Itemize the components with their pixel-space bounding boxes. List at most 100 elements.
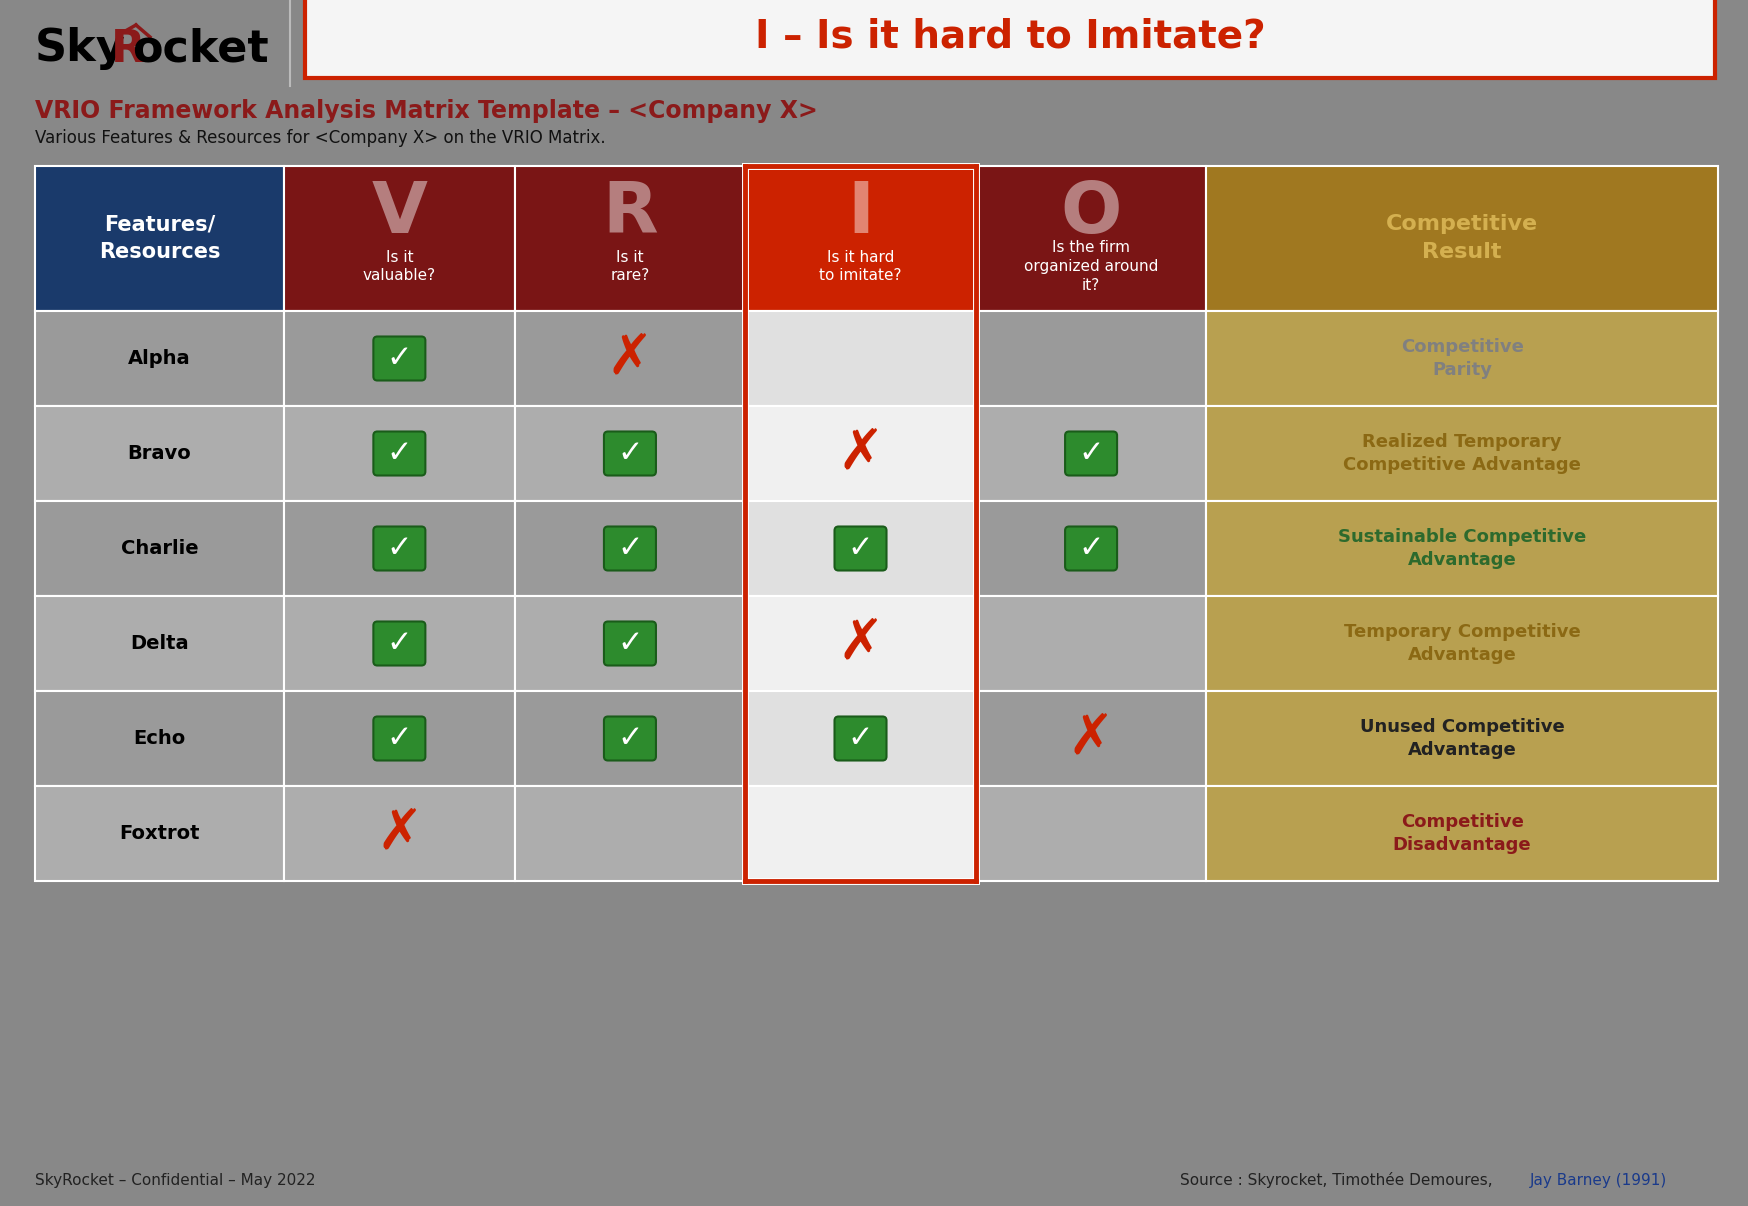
FancyBboxPatch shape — [834, 716, 886, 761]
Bar — [975, 406, 1206, 500]
Bar — [975, 786, 1206, 882]
Bar — [1206, 311, 1718, 406]
Bar — [1206, 166, 1718, 311]
FancyBboxPatch shape — [374, 432, 425, 475]
Bar — [975, 311, 1206, 406]
Text: Sustainable Competitive
Advantage: Sustainable Competitive Advantage — [1337, 528, 1585, 568]
Text: ✓: ✓ — [386, 534, 413, 563]
Text: Features/
Resources: Features/ Resources — [100, 215, 220, 263]
Text: R: R — [112, 28, 145, 70]
Bar — [975, 691, 1206, 786]
Text: ✗: ✗ — [837, 427, 884, 480]
Text: Unused Competitive
Advantage: Unused Competitive Advantage — [1360, 719, 1564, 759]
Text: I – Is it hard to Imitate?: I – Is it hard to Imitate? — [755, 18, 1266, 55]
Text: Charlie: Charlie — [121, 539, 198, 558]
Bar — [35, 406, 285, 500]
Bar — [285, 311, 514, 406]
Text: Temporary Competitive
Advantage: Temporary Competitive Advantage — [1344, 624, 1580, 663]
Bar — [285, 166, 514, 311]
Text: Competitive
Disadvantage: Competitive Disadvantage — [1393, 813, 1531, 854]
Bar — [35, 691, 285, 786]
FancyBboxPatch shape — [605, 716, 656, 761]
Text: ✓: ✓ — [617, 534, 643, 563]
Text: Competitive
Result: Competitive Result — [1386, 215, 1538, 263]
FancyBboxPatch shape — [605, 432, 656, 475]
Text: ✓: ✓ — [386, 439, 413, 468]
Text: Various Features & Resources for <Company X> on the VRIO Matrix.: Various Features & Resources for <Compan… — [35, 129, 605, 147]
Text: VRIO Framework Analysis Matrix Template – <Company X>: VRIO Framework Analysis Matrix Template … — [35, 99, 818, 123]
Text: Alpha: Alpha — [128, 349, 191, 368]
Bar — [745, 500, 975, 596]
Bar — [285, 500, 514, 596]
FancyBboxPatch shape — [374, 621, 425, 666]
Bar — [975, 166, 1206, 311]
Text: Source : Skyrocket, Timothée Demoures,: Source : Skyrocket, Timothée Demoures, — [1180, 1172, 1502, 1188]
Bar — [1206, 691, 1718, 786]
Text: ✓: ✓ — [848, 724, 874, 753]
Bar — [514, 596, 745, 691]
Bar — [35, 596, 285, 691]
Text: O: O — [1061, 178, 1122, 248]
Text: R: R — [601, 178, 657, 248]
Bar — [285, 786, 514, 882]
FancyBboxPatch shape — [1065, 527, 1117, 570]
Text: Is it hard
to imitate?: Is it hard to imitate? — [820, 250, 902, 283]
Text: ✗: ✗ — [376, 807, 423, 861]
Text: Foxtrot: Foxtrot — [119, 824, 199, 843]
Bar — [304, 0, 1715, 78]
Text: Is it
rare?: Is it rare? — [610, 250, 650, 283]
Bar — [745, 311, 975, 406]
FancyBboxPatch shape — [374, 336, 425, 381]
Text: ✓: ✓ — [617, 439, 643, 468]
Text: ✓: ✓ — [386, 344, 413, 373]
Bar — [514, 166, 745, 311]
Bar — [745, 166, 975, 311]
Text: I: I — [848, 178, 874, 248]
Text: Sky: Sky — [35, 28, 126, 70]
Bar — [745, 166, 975, 882]
Bar — [1206, 596, 1718, 691]
Text: ✓: ✓ — [386, 630, 413, 658]
Text: V: V — [371, 178, 427, 248]
Bar — [1206, 406, 1718, 500]
Bar — [35, 166, 285, 311]
Bar — [35, 500, 285, 596]
Text: ✓: ✓ — [1079, 439, 1103, 468]
Bar — [514, 786, 745, 882]
Bar — [745, 786, 975, 882]
Bar — [1206, 500, 1718, 596]
FancyBboxPatch shape — [374, 527, 425, 570]
Text: SkyRocket – Confidential – May 2022: SkyRocket – Confidential – May 2022 — [35, 1173, 315, 1188]
Text: Competitive
Parity: Competitive Parity — [1400, 339, 1524, 379]
Bar — [285, 691, 514, 786]
Bar — [514, 500, 745, 596]
FancyBboxPatch shape — [605, 527, 656, 570]
Bar — [514, 406, 745, 500]
Bar — [975, 500, 1206, 596]
Text: Is it
valuable?: Is it valuable? — [364, 250, 435, 283]
Text: Realized Temporary
Competitive Advantage: Realized Temporary Competitive Advantage — [1342, 433, 1582, 474]
Text: ✓: ✓ — [617, 630, 643, 658]
Text: ✓: ✓ — [848, 534, 874, 563]
Text: Echo: Echo — [133, 728, 185, 748]
Bar — [514, 311, 745, 406]
Text: Bravo: Bravo — [128, 444, 192, 463]
Bar — [1206, 786, 1718, 882]
FancyBboxPatch shape — [374, 716, 425, 761]
FancyBboxPatch shape — [1065, 432, 1117, 475]
Bar — [285, 596, 514, 691]
Text: Delta: Delta — [131, 634, 189, 652]
Bar — [35, 311, 285, 406]
Text: Is the firm
organized around
it?: Is the firm organized around it? — [1024, 240, 1159, 293]
Bar — [285, 406, 514, 500]
Bar — [745, 406, 975, 500]
Bar — [745, 596, 975, 691]
Bar — [514, 691, 745, 786]
Text: ✗: ✗ — [837, 616, 884, 671]
FancyBboxPatch shape — [605, 621, 656, 666]
Text: ✗: ✗ — [607, 332, 654, 386]
Bar — [35, 786, 285, 882]
Text: ✓: ✓ — [617, 724, 643, 753]
Bar — [975, 596, 1206, 691]
Text: ✗: ✗ — [1068, 712, 1113, 766]
